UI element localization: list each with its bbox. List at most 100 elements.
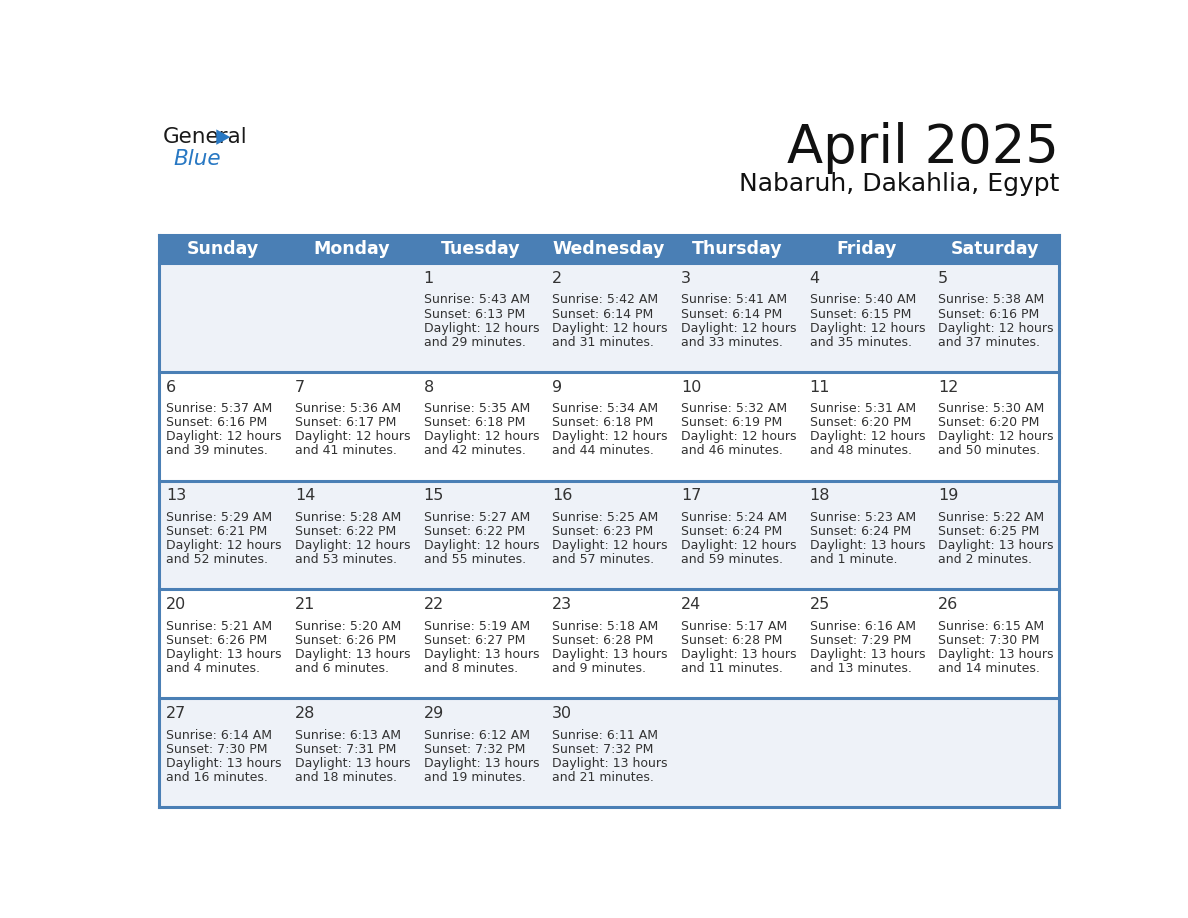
Text: 21: 21 [295,597,315,612]
Text: and 48 minutes.: and 48 minutes. [809,444,911,457]
Text: Daylight: 12 hours: Daylight: 12 hours [681,321,796,334]
Text: 8: 8 [424,379,434,395]
Bar [158,372,1060,481]
Text: General: General [163,127,247,147]
Text: Tuesday: Tuesday [441,240,520,258]
Text: and 35 minutes.: and 35 minutes. [809,336,911,349]
Text: Daylight: 13 hours: Daylight: 13 hours [552,648,668,661]
Text: Sunrise: 5:30 AM: Sunrise: 5:30 AM [939,402,1044,415]
Text: and 29 minutes.: and 29 minutes. [424,336,525,349]
Text: Daylight: 12 hours: Daylight: 12 hours [424,321,539,334]
Text: Sunrise: 5:38 AM: Sunrise: 5:38 AM [939,294,1044,307]
Text: 7: 7 [295,379,305,395]
Text: and 46 minutes.: and 46 minutes. [681,444,783,457]
Text: and 37 minutes.: and 37 minutes. [939,336,1041,349]
Text: Sunrise: 6:16 AM: Sunrise: 6:16 AM [809,620,916,633]
Text: Daylight: 13 hours: Daylight: 13 hours [809,539,925,553]
Text: Daylight: 12 hours: Daylight: 12 hours [681,539,796,553]
Text: Daylight: 12 hours: Daylight: 12 hours [939,431,1054,443]
Text: Sunrise: 5:36 AM: Sunrise: 5:36 AM [295,402,402,415]
Text: Daylight: 12 hours: Daylight: 12 hours [424,431,539,443]
Text: Sunset: 6:28 PM: Sunset: 6:28 PM [552,634,653,647]
Text: and 13 minutes.: and 13 minutes. [809,662,911,675]
Text: 9: 9 [552,379,562,395]
Text: Sunset: 6:14 PM: Sunset: 6:14 PM [681,308,782,320]
Text: Thursday: Thursday [693,240,783,258]
Text: 25: 25 [809,597,830,612]
Text: 3: 3 [681,271,691,285]
Text: Sunset: 6:24 PM: Sunset: 6:24 PM [681,525,782,538]
Text: and 50 minutes.: and 50 minutes. [939,444,1041,457]
Text: Sunset: 6:25 PM: Sunset: 6:25 PM [939,525,1040,538]
Text: 30: 30 [552,706,573,721]
Text: Sunset: 6:21 PM: Sunset: 6:21 PM [166,525,267,538]
Text: Sunset: 6:22 PM: Sunset: 6:22 PM [424,525,525,538]
Text: Sunset: 7:32 PM: Sunset: 7:32 PM [552,743,653,756]
Text: Daylight: 13 hours: Daylight: 13 hours [939,648,1054,661]
Text: Daylight: 12 hours: Daylight: 12 hours [295,431,411,443]
Text: Sunrise: 5:41 AM: Sunrise: 5:41 AM [681,294,786,307]
Text: 23: 23 [552,597,573,612]
Text: Sunrise: 5:32 AM: Sunrise: 5:32 AM [681,402,786,415]
Text: and 41 minutes.: and 41 minutes. [295,444,397,457]
Text: Wednesday: Wednesday [552,240,665,258]
Text: Sunrise: 5:40 AM: Sunrise: 5:40 AM [809,294,916,307]
Text: Sunset: 7:32 PM: Sunset: 7:32 PM [424,743,525,756]
Text: 1: 1 [424,271,434,285]
Text: and 19 minutes.: and 19 minutes. [424,771,525,784]
Bar [158,235,1060,263]
Text: and 21 minutes.: and 21 minutes. [552,771,655,784]
Text: Daylight: 13 hours: Daylight: 13 hours [295,756,411,770]
Text: 16: 16 [552,488,573,503]
Text: Sunrise: 5:31 AM: Sunrise: 5:31 AM [809,402,916,415]
Text: Nabaruh, Dakahlia, Egypt: Nabaruh, Dakahlia, Egypt [739,172,1060,196]
Text: Daylight: 12 hours: Daylight: 12 hours [424,539,539,553]
Text: and 8 minutes.: and 8 minutes. [424,662,518,675]
Text: Daylight: 12 hours: Daylight: 12 hours [809,431,925,443]
Text: Sunset: 6:23 PM: Sunset: 6:23 PM [552,525,653,538]
Text: Sunset: 6:24 PM: Sunset: 6:24 PM [809,525,911,538]
Text: Sunrise: 6:15 AM: Sunrise: 6:15 AM [939,620,1044,633]
Text: Daylight: 12 hours: Daylight: 12 hours [166,539,282,553]
Text: Friday: Friday [836,240,896,258]
Text: Daylight: 13 hours: Daylight: 13 hours [166,756,282,770]
Text: 26: 26 [939,597,959,612]
Polygon shape [216,129,230,145]
Text: and 14 minutes.: and 14 minutes. [939,662,1041,675]
Text: and 52 minutes.: and 52 minutes. [166,554,268,566]
Text: Sunday: Sunday [187,240,259,258]
Text: 15: 15 [424,488,444,503]
Text: Sunrise: 5:23 AM: Sunrise: 5:23 AM [809,511,916,524]
Text: Sunrise: 5:19 AM: Sunrise: 5:19 AM [424,620,530,633]
Text: Daylight: 12 hours: Daylight: 12 hours [552,431,668,443]
Text: Daylight: 13 hours: Daylight: 13 hours [166,648,282,661]
Text: Daylight: 12 hours: Daylight: 12 hours [809,321,925,334]
Text: Sunset: 6:18 PM: Sunset: 6:18 PM [552,416,653,430]
Text: Sunrise: 5:43 AM: Sunrise: 5:43 AM [424,294,530,307]
Text: Sunset: 6:26 PM: Sunset: 6:26 PM [166,634,267,647]
Text: Sunrise: 5:22 AM: Sunrise: 5:22 AM [939,511,1044,524]
Text: 12: 12 [939,379,959,395]
Text: Sunrise: 5:17 AM: Sunrise: 5:17 AM [681,620,788,633]
Text: and 9 minutes.: and 9 minutes. [552,662,646,675]
Text: and 31 minutes.: and 31 minutes. [552,336,655,349]
Bar [158,481,1060,589]
Text: Daylight: 12 hours: Daylight: 12 hours [295,539,411,553]
Text: Sunset: 7:29 PM: Sunset: 7:29 PM [809,634,911,647]
Text: Sunrise: 5:27 AM: Sunrise: 5:27 AM [424,511,530,524]
Text: 28: 28 [295,706,315,721]
Text: Daylight: 13 hours: Daylight: 13 hours [939,539,1054,553]
Text: Sunrise: 5:20 AM: Sunrise: 5:20 AM [295,620,402,633]
Text: Sunrise: 6:14 AM: Sunrise: 6:14 AM [166,729,272,742]
Text: Daylight: 13 hours: Daylight: 13 hours [424,756,539,770]
Text: Sunrise: 5:18 AM: Sunrise: 5:18 AM [552,620,658,633]
Text: and 33 minutes.: and 33 minutes. [681,336,783,349]
Text: 22: 22 [424,597,444,612]
Text: 29: 29 [424,706,444,721]
Text: Sunset: 7:30 PM: Sunset: 7:30 PM [939,634,1040,647]
Text: and 55 minutes.: and 55 minutes. [424,554,526,566]
Text: Sunset: 6:27 PM: Sunset: 6:27 PM [424,634,525,647]
Text: Sunset: 6:28 PM: Sunset: 6:28 PM [681,634,783,647]
Text: and 1 minute.: and 1 minute. [809,554,897,566]
Text: 11: 11 [809,379,830,395]
